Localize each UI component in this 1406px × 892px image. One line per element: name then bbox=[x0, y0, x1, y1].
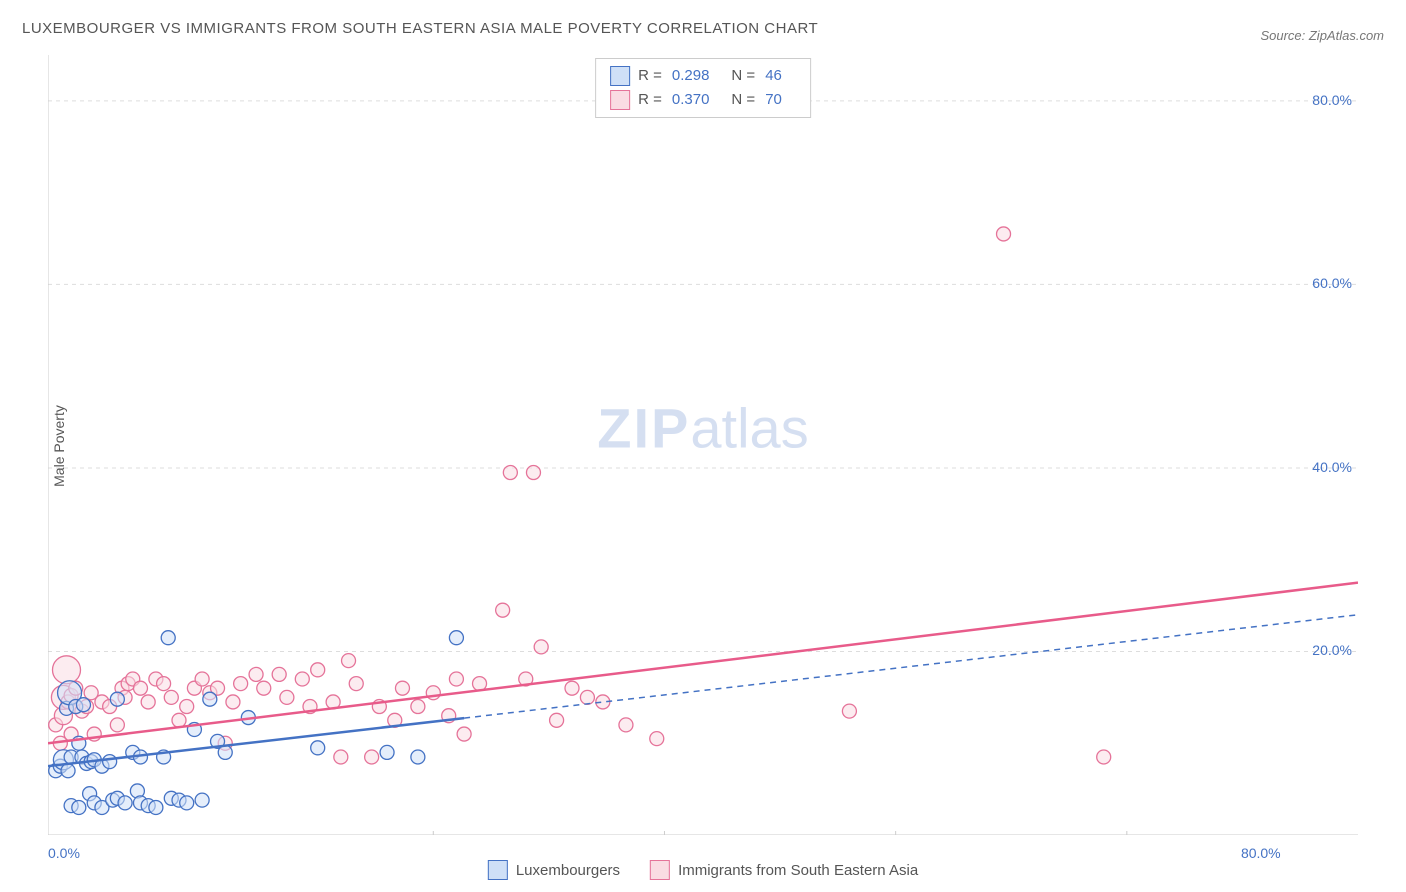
source-attribution: Source: ZipAtlas.com bbox=[1260, 28, 1384, 43]
legend-label: Luxembourgers bbox=[516, 862, 620, 879]
legend-item: Immigrants from South Eastern Asia bbox=[650, 860, 918, 880]
legend-stats: R = 0.298 N = 46 R = 0.370 N = 70 bbox=[595, 58, 811, 118]
chart-container: LUXEMBOURGER VS IMMIGRANTS FROM SOUTH EA… bbox=[0, 0, 1406, 892]
legend-swatch bbox=[650, 860, 670, 880]
chart-title: LUXEMBOURGER VS IMMIGRANTS FROM SOUTH EA… bbox=[22, 20, 818, 37]
legend-series: Luxembourgers Immigrants from South East… bbox=[478, 860, 928, 880]
legend-item: Luxembourgers bbox=[488, 860, 620, 880]
scatter-plot bbox=[48, 55, 1358, 835]
y-tick-label: 40.0% bbox=[1312, 459, 1352, 475]
legend-stats-row: R = 0.298 N = 46 bbox=[610, 64, 796, 88]
x-tick-label: 80.0% bbox=[1241, 845, 1281, 861]
legend-swatch bbox=[488, 860, 508, 880]
legend-label: Immigrants from South Eastern Asia bbox=[678, 862, 918, 879]
legend-stats-row: R = 0.370 N = 70 bbox=[610, 88, 796, 112]
x-tick-label: 0.0% bbox=[48, 845, 80, 861]
legend-swatch bbox=[610, 66, 630, 86]
legend-swatch bbox=[610, 90, 630, 110]
y-tick-label: 80.0% bbox=[1312, 92, 1352, 108]
y-tick-label: 20.0% bbox=[1312, 642, 1352, 658]
y-tick-label: 60.0% bbox=[1312, 275, 1352, 291]
